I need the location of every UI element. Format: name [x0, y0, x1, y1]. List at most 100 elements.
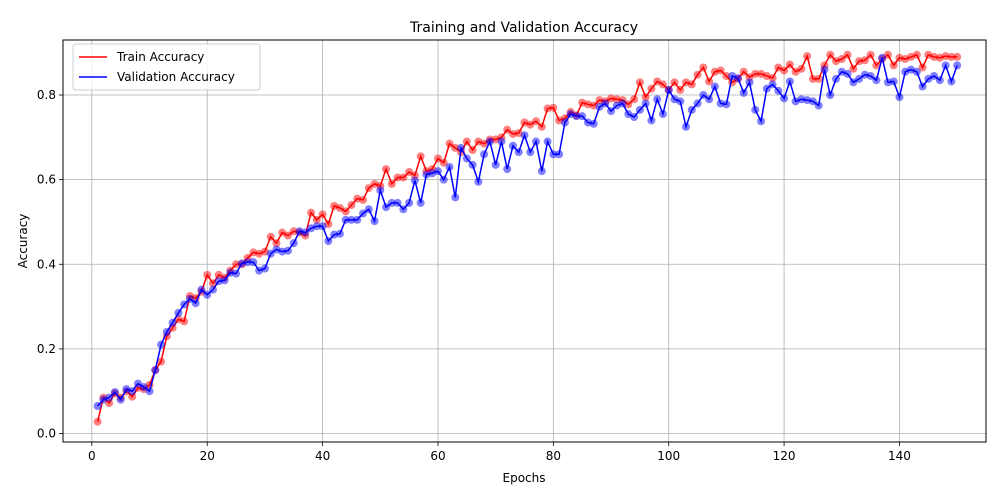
data-point-validation	[739, 88, 748, 97]
data-point-validation	[549, 150, 558, 159]
y-axis-label: Accuracy	[16, 214, 30, 269]
data-point-train	[439, 158, 448, 167]
data-point-validation	[653, 95, 662, 104]
data-point-validation	[930, 71, 939, 80]
data-point-validation	[433, 167, 442, 176]
x-axis-label: Epochs	[503, 471, 546, 485]
data-point-validation	[785, 77, 794, 86]
data-point-train	[768, 74, 777, 83]
data-point-train	[307, 208, 316, 217]
data-point-validation	[139, 382, 148, 391]
data-point-validation	[168, 318, 177, 327]
data-point-train	[532, 117, 541, 126]
data-point-validation	[260, 264, 269, 273]
data-point-validation	[382, 203, 391, 212]
data-point-train	[537, 122, 546, 131]
data-point-validation	[630, 113, 639, 122]
data-point-validation	[555, 150, 564, 159]
data-point-validation	[203, 290, 212, 299]
data-point-validation	[676, 97, 685, 106]
data-point-validation	[162, 327, 171, 336]
data-point-train	[676, 85, 685, 94]
data-point-train	[266, 232, 275, 241]
data-point-validation	[710, 82, 719, 91]
data-point-validation	[762, 84, 771, 93]
data-point-validation	[693, 99, 702, 108]
data-point-validation	[208, 285, 217, 294]
data-point-validation	[387, 198, 396, 207]
x-tick-label: 0	[88, 449, 96, 463]
data-point-validation	[808, 97, 817, 106]
data-point-train	[837, 55, 846, 64]
data-point-train	[647, 84, 656, 93]
data-point-validation	[618, 99, 627, 108]
data-point-validation	[468, 160, 477, 169]
data-point-validation	[941, 61, 950, 70]
data-point-train	[105, 399, 114, 408]
data-point-validation	[457, 143, 466, 152]
data-point-train	[318, 210, 327, 219]
data-point-train	[405, 168, 414, 177]
data-point-validation	[341, 215, 350, 224]
data-point-validation	[589, 119, 598, 128]
data-point-validation	[768, 80, 777, 89]
data-point-validation	[485, 137, 494, 146]
data-point-validation	[826, 91, 835, 100]
data-point-train	[157, 357, 166, 366]
data-point-train	[722, 71, 731, 80]
data-point-train	[272, 239, 281, 248]
data-point-train	[445, 139, 454, 148]
data-point-validation	[745, 78, 754, 87]
series-validation	[93, 53, 962, 411]
data-point-validation	[687, 105, 696, 114]
y-tick-label: 0.4	[37, 257, 56, 271]
data-point-validation	[324, 237, 333, 245]
data-point-validation	[445, 162, 454, 171]
chart-title: Training and Validation Accuracy	[409, 20, 638, 36]
data-point-validation	[664, 85, 673, 94]
data-point-validation	[376, 186, 385, 195]
data-point-validation	[312, 222, 321, 231]
data-point-validation	[912, 67, 921, 76]
legend-label-train: Train Accuracy	[116, 50, 204, 64]
data-point-validation	[151, 366, 160, 375]
data-point-validation	[128, 387, 137, 396]
data-point-validation	[953, 61, 962, 70]
data-point-validation	[866, 71, 875, 80]
data-point-validation	[543, 137, 552, 146]
data-point-validation	[497, 137, 506, 146]
data-point-validation	[110, 388, 119, 397]
data-point-train	[705, 77, 714, 86]
data-point-validation	[757, 117, 766, 126]
data-point-validation	[491, 160, 500, 169]
x-tick-label: 60	[430, 449, 445, 463]
data-point-validation	[180, 300, 189, 309]
data-point-train	[785, 60, 794, 69]
data-point-validation	[658, 110, 667, 119]
data-point-train	[780, 66, 789, 75]
data-point-validation	[318, 222, 327, 231]
data-point-train	[630, 95, 639, 104]
y-tick-label: 0.2	[37, 342, 56, 356]
data-point-validation	[832, 74, 841, 83]
data-point-train	[283, 231, 292, 240]
data-point-train	[947, 52, 956, 61]
axes: 0 20 40 60 80 100 120 140 0.0 0.2 0.4 0.6 0.8	[37, 88, 911, 463]
data-point-validation	[635, 105, 644, 114]
data-point-train	[347, 201, 356, 210]
x-tick-label: 120	[773, 449, 796, 463]
data-point-validation	[220, 276, 229, 285]
data-point-validation	[145, 387, 154, 396]
data-point-validation	[607, 107, 616, 116]
data-point-validation	[526, 148, 535, 157]
data-point-validation	[947, 77, 956, 86]
data-point-validation	[722, 100, 731, 109]
data-point-train	[526, 120, 535, 129]
data-point-validation	[358, 209, 367, 218]
data-point-validation	[508, 141, 517, 150]
data-point-validation	[520, 131, 529, 140]
data-point-validation	[93, 402, 102, 411]
data-point-validation	[451, 193, 460, 202]
data-point-train	[128, 392, 137, 401]
